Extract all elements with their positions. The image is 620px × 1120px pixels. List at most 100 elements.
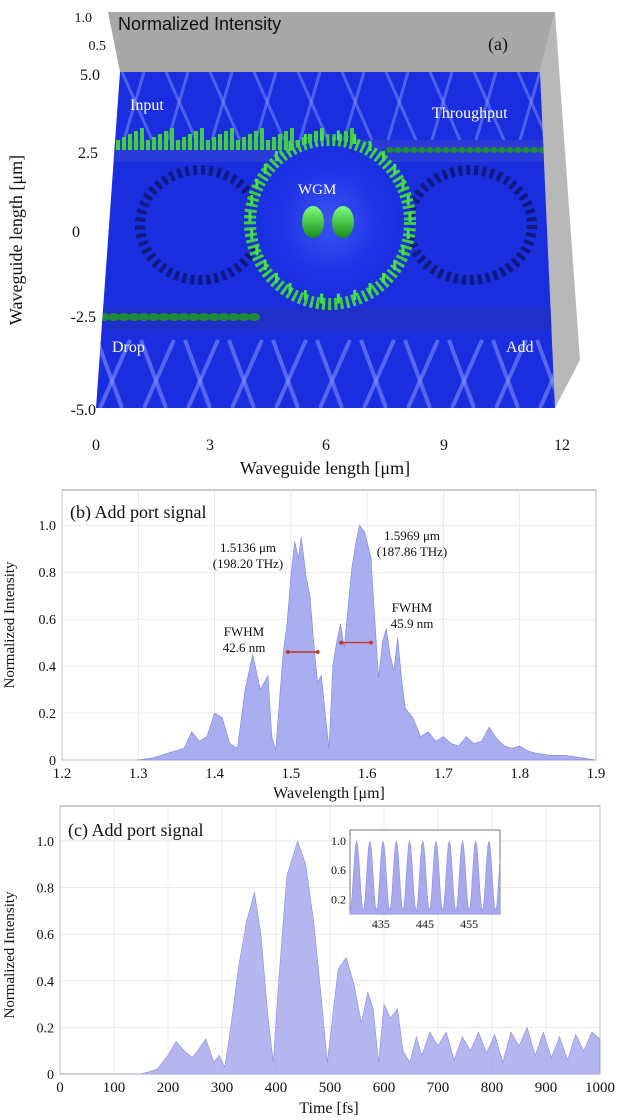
light-streak [96,339,124,408]
guide-peak [170,128,174,150]
panel-b-annotation: 42.6 nm [223,640,266,655]
light-streak [386,72,410,141]
guide-peak [230,128,234,150]
guide-peak [506,147,514,153]
guide-peak [218,313,230,321]
light-streak [122,72,146,141]
panel-b-x-tick-label: 1.9 [587,766,606,782]
panel-a-bottom-guide-peaks [98,313,260,321]
guide-peak [188,134,192,150]
light-streak [142,339,176,408]
guide-peak [418,147,426,153]
guide-peak [164,131,168,150]
panel-a-wgm-lobe-right [332,206,354,238]
light-streak [494,339,528,408]
panel-c-inset-y-tick: 0.6 [331,863,346,877]
panel-c-inset-y-tick: 1.0 [331,834,346,848]
panel-c-x-tick-label: 100 [103,1080,126,1096]
panel-a-z-label: Normalized Intensity [118,14,281,34]
guide-peak [188,313,200,321]
guide-peak [122,137,126,150]
light-streak [384,72,418,141]
guide-peak [176,140,180,150]
light-streak [535,339,555,408]
panel-b-title: (b) Add port signal [70,502,207,523]
panel-c-inset-ticks: 435 445 455 0.2 0.6 1.0 [331,834,478,931]
panel-c-inset: 435 445 455 0.2 0.6 1.0 [331,829,501,931]
light-streak [362,339,396,408]
light-streak [274,339,308,408]
panel-c-xlabel: Time [fs] [299,1100,358,1117]
light-streak [538,339,555,408]
panel-b-xlabel: Wavelength [μm] [273,785,385,802]
panel-b-x-tick-label: 1.6 [358,766,377,782]
panel-c-y-tick-label: 0 [47,1068,54,1083]
guide-peak [434,147,442,153]
light-streak [318,339,352,408]
panel-a-x-label: Waveguide length [μm] [240,458,410,478]
panel-a-throughput-label: Throughput [432,105,508,122]
panel-b-x-tick-label: 1.7 [434,766,453,782]
panel-b-x-tick-label: 1.5 [281,766,300,782]
panel-c-x-tick-label: 600 [373,1080,396,1096]
panel-c-y-tick-label: 1.0 [37,835,55,850]
panel-b-x-tick-label: 1.2 [53,766,72,782]
guide-peak [426,147,434,153]
guide-peak [138,313,150,321]
panel-c-title: (c) Add port signal [68,820,203,841]
guide-peak [394,147,402,153]
guide-peak [248,134,252,150]
panel-c-x-tick-label: 800 [481,1080,504,1096]
panel-a-z-tick-1: 1.0 [75,11,93,26]
panel-a-x-tick-2: 3 [206,437,214,454]
guide-peak [218,134,222,150]
guide-peak [146,140,150,150]
panel-c-x-tick-label: 1000 [585,1080,615,1096]
light-streak [428,72,462,141]
panel-c-inset-x-tick: 435 [372,917,390,931]
light-streak [271,339,300,408]
guide-peak [254,131,258,150]
panel-c-x-tick-label: 300 [211,1080,234,1096]
panel-b-y-tick-label: 0.2 [39,707,57,722]
panel-c-inset-x-tick: 445 [416,917,434,931]
panel-a-y-tick-5: -5.0 [71,402,96,419]
panel-c-inset-area [349,840,501,915]
light-streak [430,72,454,141]
panel-a-x-tick-4: 9 [440,437,448,454]
guide-peak [208,313,220,321]
guide-peak [514,147,522,153]
panel-a-drop-waveguide [96,308,555,330]
panel-c-y-tick-label: 0.2 [37,1021,55,1036]
guide-peak [168,313,180,321]
panel-a-z-tick-2: 0.5 [89,39,107,54]
panel-a-x-tick-3: 6 [322,437,330,454]
light-streak [474,72,498,141]
light-streak [183,339,212,408]
panel-b-annotation: FWHM [392,600,433,615]
panel-c-inset-x-tick: 455 [460,917,478,931]
panel-b-tick-labels: 1.2 1.3 1.4 1.5 1.6 1.7 1.8 1.9 0 0.2 0.4 0.6 0.8 1.0 [39,519,606,782]
light-streak [254,72,278,141]
panel-c-x-tick-label: 200 [157,1080,180,1096]
panel-a: Normalized Intensity 1.0 0.5 (a) 5.0 2.5… [6,11,592,478]
panel-c-x-tick-label: 0 [56,1080,64,1096]
guide-peak [128,313,140,321]
guide-peak [194,131,198,150]
panel-a-drop-label: Drop [112,339,145,356]
guide-peak [272,137,276,150]
panel-b-fwhm-end [339,640,344,645]
light-streak [139,339,168,408]
guide-peak [386,147,394,153]
panel-a-y-tick-1: 5.0 [80,67,100,84]
guide-peak [158,134,162,150]
panel-c-gridlines [59,806,601,1075]
light-streak [252,72,286,141]
light-streak [562,72,592,140]
panel-c-x-tick-label: 900 [535,1080,558,1096]
panel-c-x-tick-label: 700 [427,1080,450,1096]
guide-peak [118,313,130,321]
panel-a-add-label: Add [506,339,534,356]
panel-a-y-tick-3: 0 [72,224,80,241]
panel-a-wgm-lobe-left [302,206,324,238]
